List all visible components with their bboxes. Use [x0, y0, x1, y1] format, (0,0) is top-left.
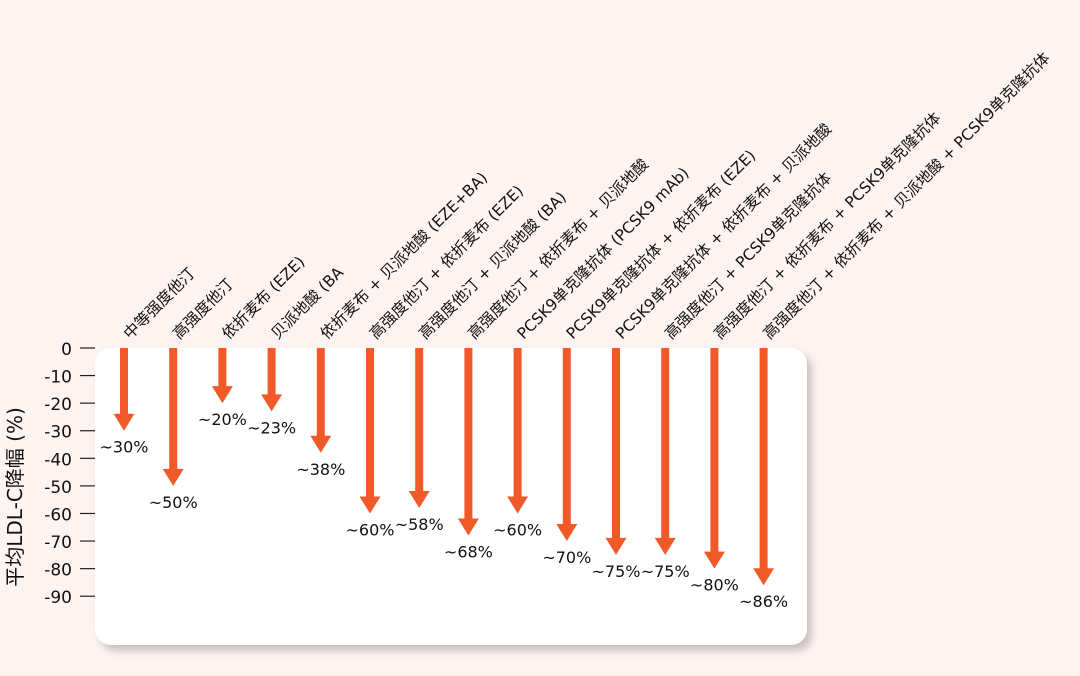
category-label: 高强度他汀 + 依折麦布 + 贝派地酸 [465, 155, 653, 343]
data-label: ~30% [100, 438, 149, 457]
y-tick-label: -30 [44, 423, 72, 443]
arrows [113, 348, 775, 586]
arrow-head [753, 568, 775, 586]
arrow-bar [211, 348, 233, 404]
arrow-head [408, 490, 430, 508]
category-label: 依折麦布 (EZE) [219, 253, 309, 343]
y-tick-label: -60 [44, 505, 72, 525]
arrow-bar [507, 348, 529, 514]
data-label: ~80% [690, 576, 739, 595]
data-label: ~86% [739, 592, 788, 611]
y-tick-label: -80 [44, 561, 72, 581]
y-tick-label: -70 [44, 533, 72, 553]
data-label: ~70% [542, 548, 591, 567]
arrow-shaft [366, 348, 374, 498]
arrow-head [162, 468, 184, 486]
arrow-shaft [169, 348, 178, 470]
arrow-shaft [267, 348, 276, 396]
data-label: ~50% [149, 493, 198, 512]
data-label: ~60% [493, 520, 542, 539]
arrow-head [113, 413, 135, 431]
arrow-bar [310, 348, 332, 453]
arrow-head [605, 537, 627, 555]
category-label: 高强度他汀 + 依折麦布 + PCSK9单克隆抗体 [711, 109, 945, 343]
arrow-shaft [562, 348, 571, 526]
arrow-bar [261, 348, 283, 412]
arrow-bar [654, 348, 676, 555]
arrow-bar [556, 348, 578, 542]
arrow-bar [408, 348, 430, 508]
arrow-shaft [218, 348, 227, 388]
arrow-shaft [513, 348, 522, 498]
arrow-bar [457, 348, 479, 536]
y-axis: 0 -10 -20 -30 -40 -50 -60 -70 -80 -90 [44, 340, 95, 608]
data-label: ~23% [247, 418, 296, 437]
y-tick-label: -90 [44, 588, 72, 608]
arrow-bar [753, 348, 775, 586]
arrow-shaft [316, 348, 325, 437]
y-tick-label: -40 [44, 450, 72, 470]
arrow-head [359, 496, 381, 514]
arrow-head [261, 394, 283, 412]
data-label: ~58% [395, 515, 444, 534]
arrow-head [310, 435, 332, 453]
data-label: ~75% [592, 562, 641, 581]
data-labels: ~30%~50%~20% ~23%~38%~60% ~58%~68%~60%~70%… [100, 410, 789, 611]
plot-panel [95, 348, 807, 645]
data-label: ~75% [641, 562, 690, 581]
arrow-bar [703, 348, 725, 569]
arrow-head [703, 551, 725, 569]
arrow-bar [162, 348, 184, 486]
y-tick-label: -50 [44, 478, 72, 498]
arrow-shaft [612, 348, 620, 539]
data-label: ~38% [296, 460, 345, 479]
arrow-head [556, 524, 578, 542]
data-label: ~60% [346, 520, 395, 539]
y-axis-label: 平均LDL-C降幅 (%) [3, 407, 27, 586]
arrow-bar [605, 348, 627, 555]
arrow-shaft [661, 348, 670, 539]
y-tick-label: -10 [44, 368, 72, 388]
arrow-shaft [464, 348, 473, 520]
arrow-shaft [710, 348, 719, 553]
arrow-head [457, 518, 479, 536]
arrow-head [654, 537, 676, 555]
arrow-head [507, 496, 529, 514]
arrow-shaft [120, 348, 128, 415]
arrow-bar [113, 348, 135, 431]
arrow-shaft [415, 348, 424, 492]
arrow-head [211, 386, 233, 404]
data-label: ~68% [444, 543, 493, 562]
data-label: ~20% [198, 410, 247, 429]
y-tick-label: -20 [44, 395, 72, 415]
arrow-bar [359, 348, 381, 514]
arrow-shaft [759, 348, 768, 570]
y-tick-label: 0 [61, 340, 72, 360]
